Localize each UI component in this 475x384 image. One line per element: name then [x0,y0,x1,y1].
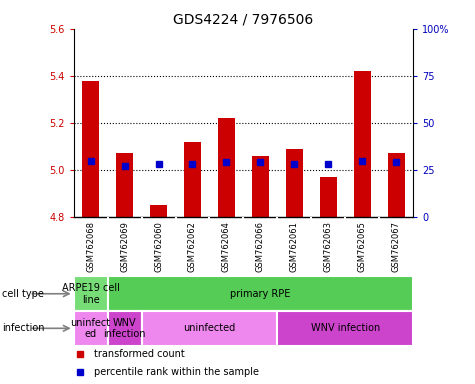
Text: transformed count: transformed count [94,349,185,359]
Text: GSM762067: GSM762067 [392,221,401,272]
Bar [354,71,371,217]
Bar [74,311,107,346]
Bar [320,177,337,217]
Bar [277,311,413,346]
Text: percentile rank within the sample: percentile rank within the sample [94,366,259,377]
Bar [74,276,107,311]
Bar [388,154,405,217]
Text: infection: infection [2,323,45,333]
Text: GSM762063: GSM762063 [324,221,333,272]
Text: GSM762065: GSM762065 [358,221,367,272]
Bar [150,205,167,217]
Text: WNV
infection: WNV infection [104,318,146,339]
Text: uninfected: uninfected [183,323,236,333]
Text: ARPE19 cell
line: ARPE19 cell line [62,283,120,305]
Bar [82,81,99,217]
Bar [252,156,269,217]
Bar [107,311,142,346]
Text: GSM762068: GSM762068 [86,221,95,272]
Text: GSM762069: GSM762069 [120,221,129,272]
Bar [116,154,133,217]
Text: primary RPE: primary RPE [230,289,291,299]
Text: GSM762062: GSM762062 [188,221,197,272]
Text: cell type: cell type [2,289,44,299]
Bar [286,149,303,217]
Text: GSM762064: GSM762064 [222,221,231,272]
Bar [184,142,201,217]
Bar [142,311,277,346]
Text: uninfect
ed: uninfect ed [71,318,111,339]
Text: WNV infection: WNV infection [311,323,380,333]
Bar [218,118,235,217]
Text: GSM762066: GSM762066 [256,221,265,272]
Text: GSM762060: GSM762060 [154,221,163,272]
Text: GSM762061: GSM762061 [290,221,299,272]
Title: GDS4224 / 7976506: GDS4224 / 7976506 [173,12,314,26]
